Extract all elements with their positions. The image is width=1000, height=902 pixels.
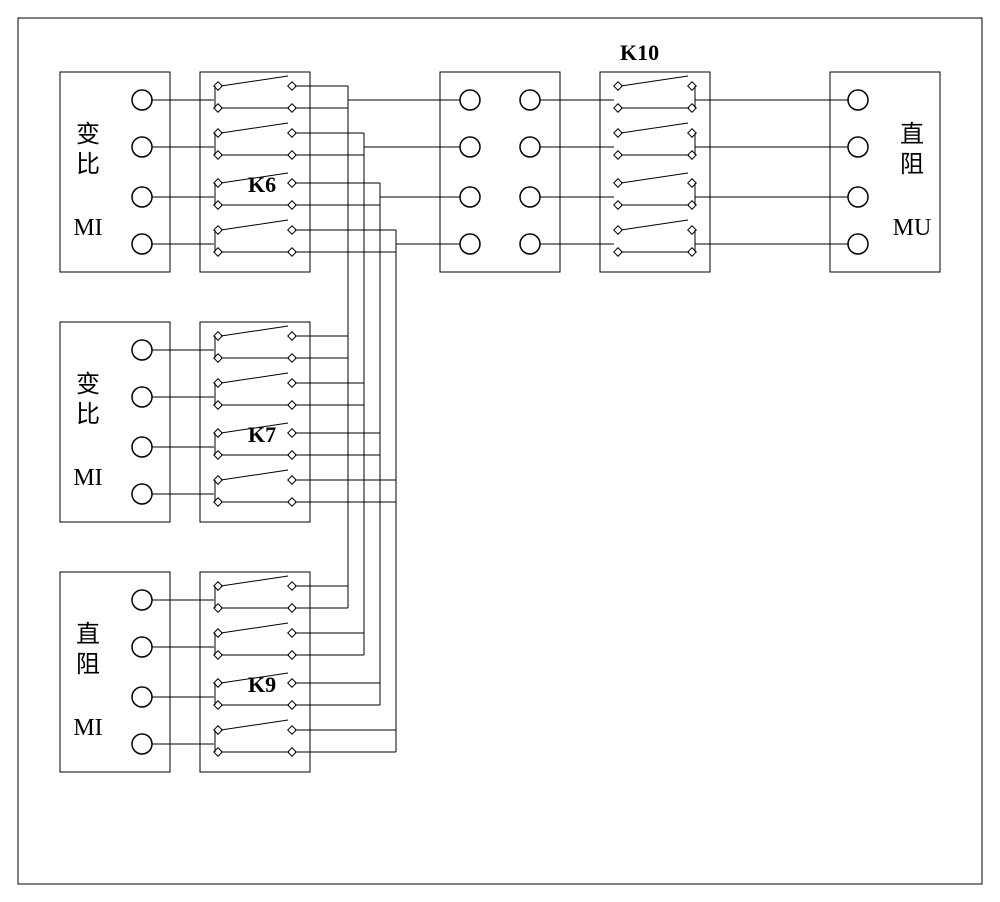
svg-text:K10: K10 — [620, 40, 659, 65]
svg-text:MI: MI — [73, 465, 102, 491]
svg-text:比: 比 — [76, 151, 100, 178]
svg-text:K9: K9 — [248, 672, 276, 697]
svg-text:MI: MI — [73, 715, 102, 741]
svg-text:直: 直 — [900, 121, 924, 148]
svg-text:变: 变 — [76, 121, 100, 148]
svg-text:阻: 阻 — [900, 152, 924, 178]
svg-text:MU: MU — [893, 215, 932, 241]
svg-text:直: 直 — [76, 621, 100, 648]
svg-text:MI: MI — [73, 215, 102, 241]
svg-text:比: 比 — [76, 401, 100, 428]
svg-text:K7: K7 — [248, 422, 276, 447]
svg-text:K6: K6 — [248, 172, 276, 197]
svg-text:变: 变 — [76, 371, 100, 398]
svg-text:阻: 阻 — [76, 652, 100, 678]
